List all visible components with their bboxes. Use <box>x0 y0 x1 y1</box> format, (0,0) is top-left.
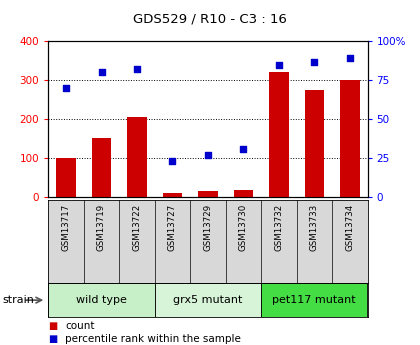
Text: ■: ■ <box>48 334 58 344</box>
Bar <box>198 191 218 197</box>
Text: GDS529 / R10 - C3 : 16: GDS529 / R10 - C3 : 16 <box>133 12 287 25</box>
Point <box>311 59 318 64</box>
Text: GSM13719: GSM13719 <box>97 204 106 252</box>
Bar <box>304 90 324 197</box>
Bar <box>340 80 360 197</box>
Bar <box>56 158 76 197</box>
Bar <box>48 283 155 317</box>
Bar <box>92 138 111 197</box>
Bar <box>261 283 368 317</box>
Point <box>63 85 69 91</box>
Text: pet117 mutant: pet117 mutant <box>273 295 356 305</box>
Text: GSM13732: GSM13732 <box>274 204 284 252</box>
Bar <box>269 72 289 197</box>
Text: GSM13730: GSM13730 <box>239 204 248 252</box>
Text: GSM13717: GSM13717 <box>62 204 71 252</box>
Text: GSM13733: GSM13733 <box>310 204 319 252</box>
Text: percentile rank within the sample: percentile rank within the sample <box>65 334 241 344</box>
Text: GSM13729: GSM13729 <box>203 204 213 252</box>
Point <box>276 62 282 68</box>
Text: wild type: wild type <box>76 295 127 305</box>
Point <box>240 146 247 151</box>
Text: strain: strain <box>2 295 34 305</box>
Point <box>134 67 140 72</box>
Text: GSM13734: GSM13734 <box>345 204 354 252</box>
Point <box>205 152 211 157</box>
Point <box>346 56 353 61</box>
Bar <box>234 190 253 197</box>
Bar <box>127 117 147 197</box>
Text: count: count <box>65 321 94 331</box>
Bar <box>155 283 261 317</box>
Point <box>169 158 176 164</box>
Text: ■: ■ <box>48 321 58 331</box>
Bar <box>163 193 182 197</box>
Point <box>98 70 105 75</box>
Text: grx5 mutant: grx5 mutant <box>173 295 243 305</box>
Text: GSM13722: GSM13722 <box>132 204 142 252</box>
Text: GSM13727: GSM13727 <box>168 204 177 252</box>
